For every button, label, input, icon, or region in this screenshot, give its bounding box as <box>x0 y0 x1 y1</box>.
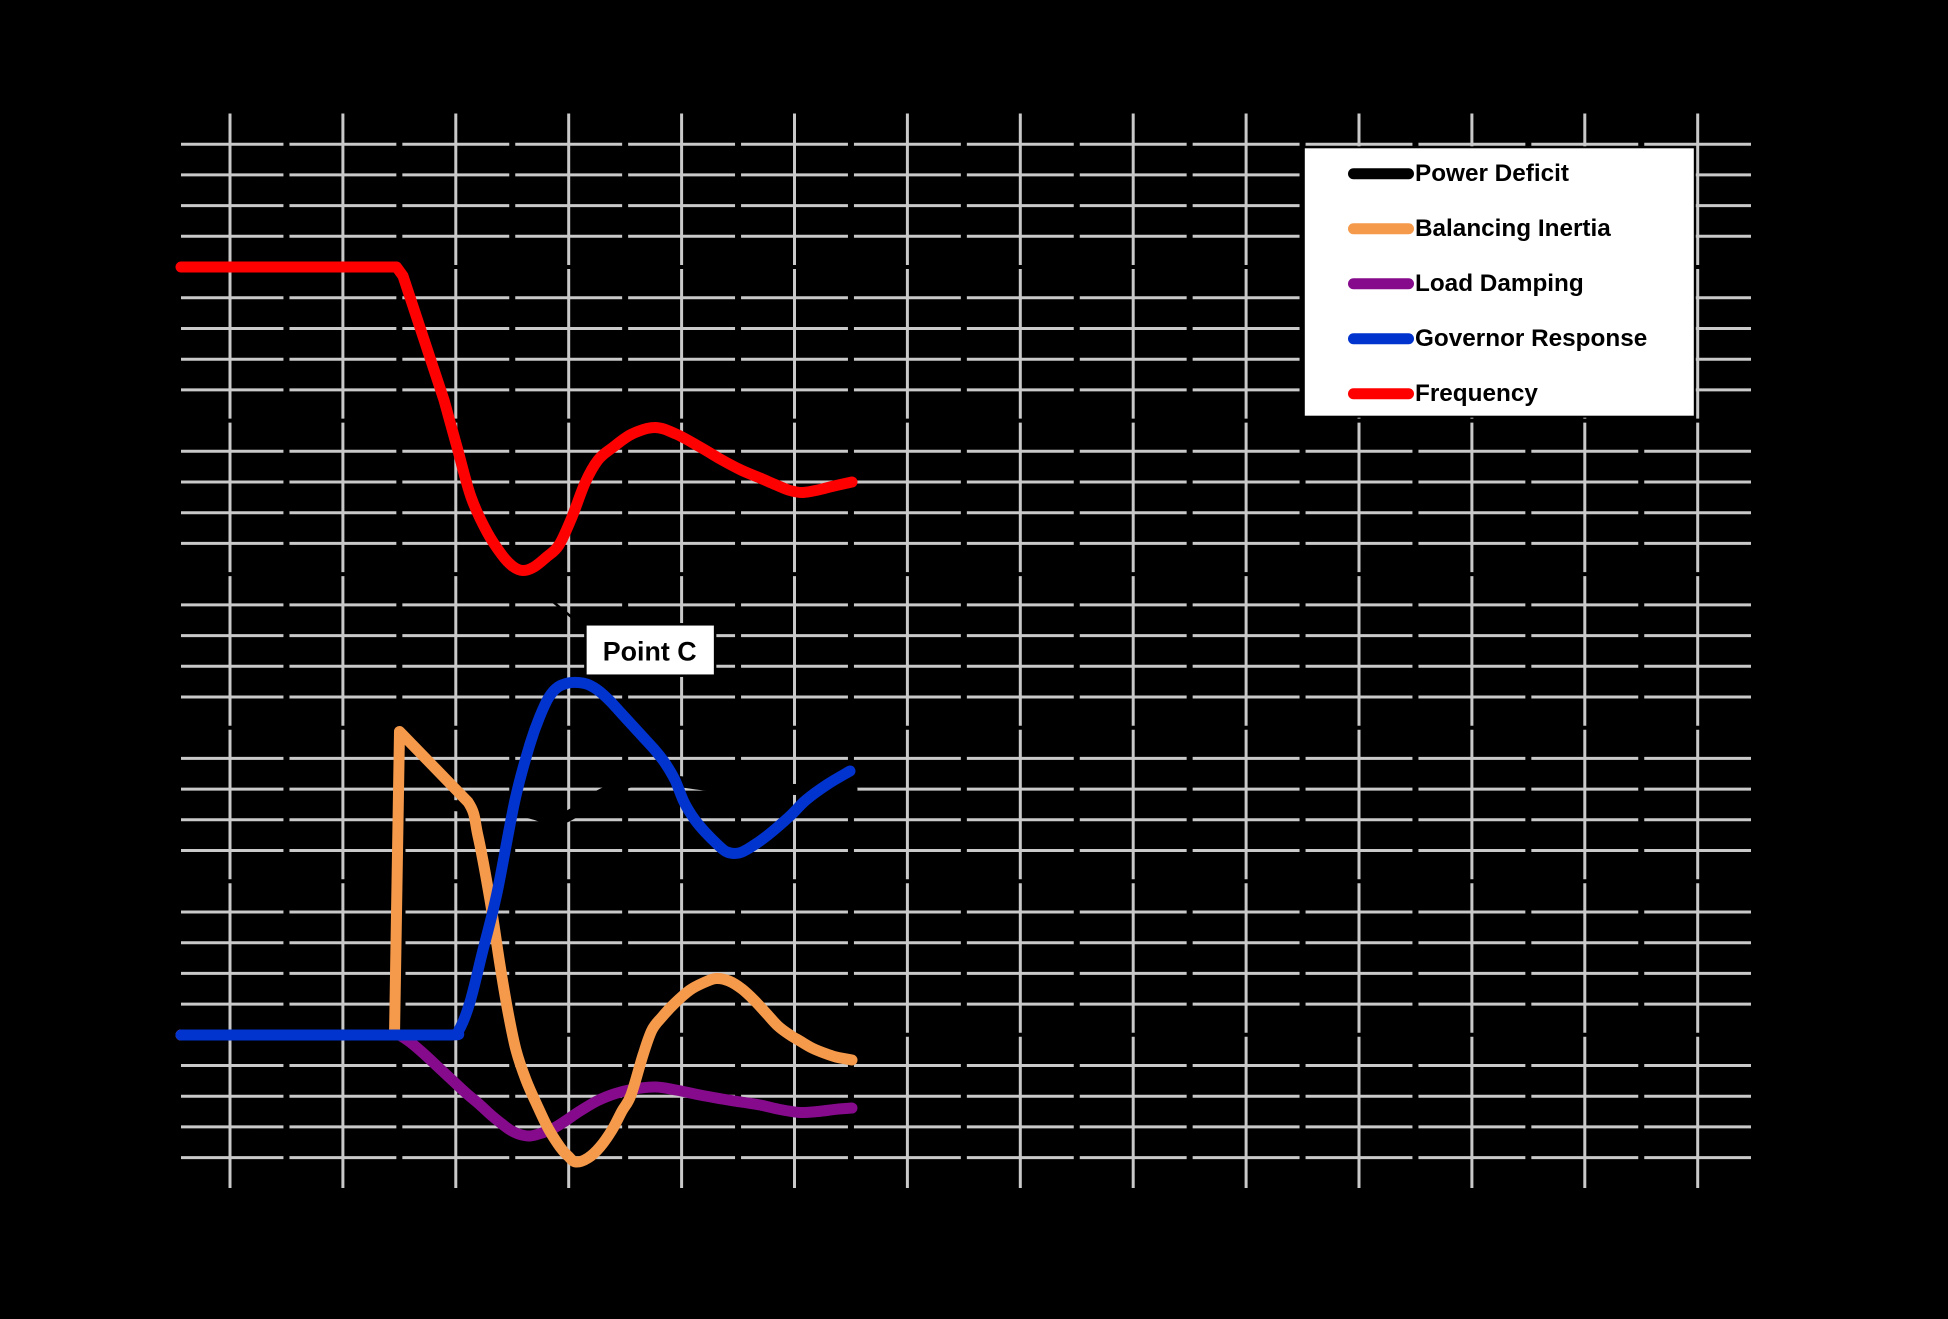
svg-text:Frequency: Frequency <box>1415 380 1538 407</box>
svg-text:Balancing Inertia: Balancing Inertia <box>1415 215 1611 242</box>
svg-text:Load Damping: Load Damping <box>1415 270 1584 297</box>
svg-text:Governor Response: Governor Response <box>1415 325 1647 352</box>
svg-text:Point C: Point C <box>603 636 697 666</box>
svg-text:Power Deficit: Power Deficit <box>1415 160 1569 187</box>
